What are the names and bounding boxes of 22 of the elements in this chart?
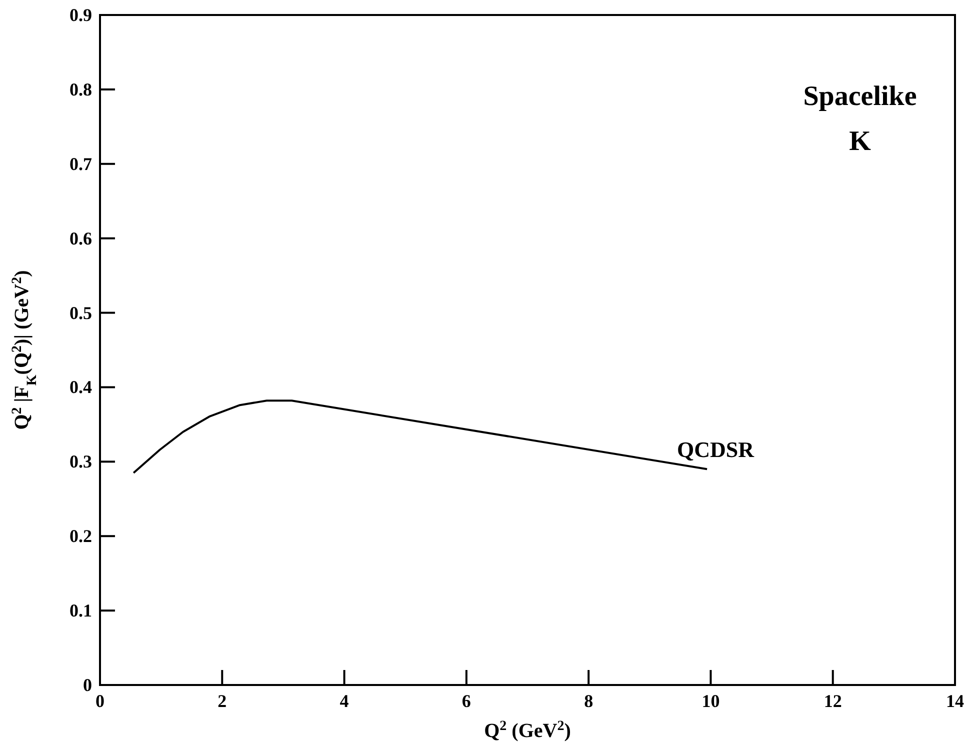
x-tick-label: 2	[218, 691, 227, 711]
y-tick-label: 0.1	[70, 600, 92, 621]
x-tick-label: 10	[702, 691, 720, 711]
y-tick-label: 0.3	[70, 452, 92, 472]
y-tick-label: 0	[83, 675, 92, 695]
x-tick-label: 14	[946, 691, 964, 711]
annotation: K	[849, 126, 872, 157]
x-tick-label: 0	[96, 691, 104, 711]
y-tick-label: 0.7	[70, 154, 92, 174]
x-tick-label: 6	[462, 691, 471, 711]
y-tick-label: 0.8	[70, 79, 92, 100]
x-tick-label: 4	[340, 691, 349, 711]
y-tick-label: 0.2	[70, 526, 92, 546]
series-label: QCDSR	[677, 437, 756, 462]
x-tick-label: 8	[584, 691, 594, 711]
y-tick-label: 0.4	[70, 377, 92, 398]
annotation: Spacelike	[803, 81, 917, 112]
y-tick-label: 0.5	[70, 302, 92, 323]
x-tick-label: 12	[824, 691, 842, 711]
y-tick-label: 0.9	[70, 5, 92, 25]
y-tick-label: 0.6	[70, 228, 92, 248]
x-axis-title: Q$^{2}$ (GeV$^{2}$)	[484, 718, 571, 742]
